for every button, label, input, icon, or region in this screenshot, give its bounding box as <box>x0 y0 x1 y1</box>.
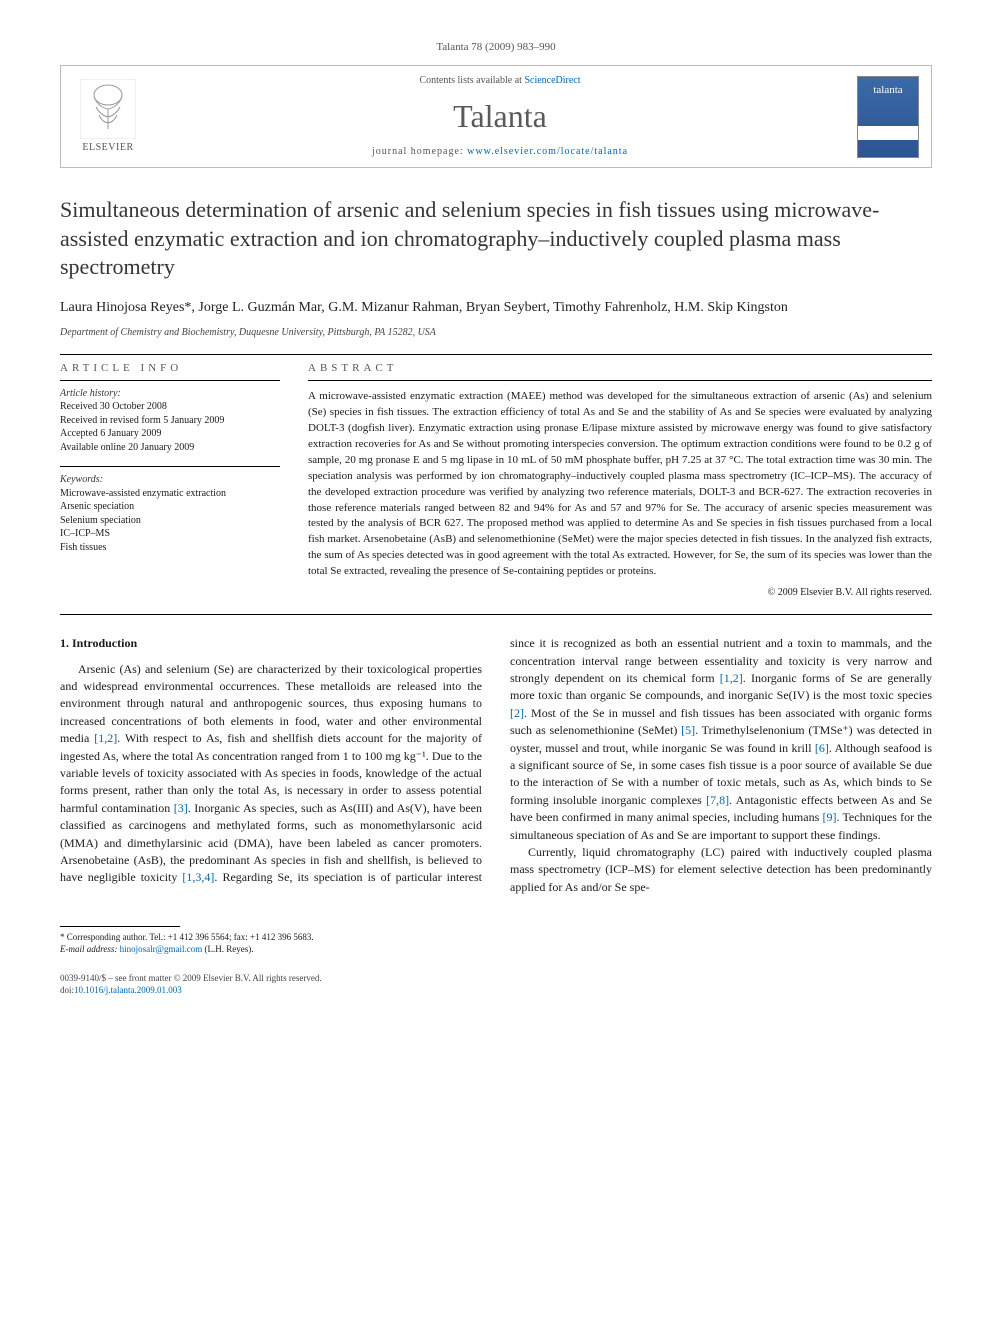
divider <box>60 614 932 615</box>
homepage-line: journal homepage: www.elsevier.com/locat… <box>155 145 845 159</box>
affiliation: Department of Chemistry and Biochemistry… <box>60 326 932 340</box>
citation-ref[interactable]: [7,8] <box>706 793 729 807</box>
citation-ref[interactable]: [5] <box>681 723 695 737</box>
journal-cover-stripe <box>858 126 918 140</box>
doi-label: doi: <box>60 985 74 995</box>
doi-link[interactable]: 10.1016/j.talanta.2009.01.003 <box>74 985 182 995</box>
email-line: E-mail address: hinojosalr@gmail.com (L.… <box>60 943 452 955</box>
article-title: Simultaneous determination of arsenic an… <box>60 196 932 282</box>
journal-name: Talanta <box>155 94 845 139</box>
homepage-prefix: journal homepage: <box>372 146 467 157</box>
article-history-block: Article history: Received 30 October 200… <box>60 387 280 455</box>
masthead: ELSEVIER Contents lists available at Sci… <box>60 65 932 168</box>
email-link[interactable]: hinojosalr@gmail.com <box>120 944 203 954</box>
history-label: Article history: <box>60 387 280 401</box>
journal-cover-thumb: talanta <box>857 76 919 158</box>
divider <box>60 380 280 381</box>
homepage-link[interactable]: www.elsevier.com/locate/talanta <box>467 146 628 157</box>
body-paragraph: Currently, liquid chromatography (LC) pa… <box>510 844 932 896</box>
elsevier-label: ELSEVIER <box>82 141 133 155</box>
running-header: Talanta 78 (2009) 983–990 <box>60 40 932 55</box>
citation-ref[interactable]: [2] <box>510 706 524 720</box>
footnote-divider <box>60 926 180 927</box>
front-matter-line: 0039-9140/$ – see front matter © 2009 El… <box>60 973 932 985</box>
abstract-heading: ABSTRACT <box>308 361 932 376</box>
article-info-column: ARTICLE INFO Article history: Received 3… <box>60 361 280 601</box>
sciencedirect-link[interactable]: ScienceDirect <box>524 75 580 86</box>
keyword: IC–ICP–MS <box>60 527 280 541</box>
corresponding-author: * Corresponding author. Tel.: +1 412 396… <box>60 931 452 943</box>
keyword: Selenium speciation <box>60 514 280 528</box>
citation-ref[interactable]: [6] <box>815 741 829 755</box>
history-received: Received 30 October 2008 <box>60 400 280 414</box>
citation-ref[interactable]: [1,3,4] <box>182 870 214 884</box>
elsevier-logo: ELSEVIER <box>73 77 143 157</box>
history-revised: Received in revised form 5 January 2009 <box>60 414 280 428</box>
abstract-copyright: © 2009 Elsevier B.V. All rights reserved… <box>308 586 932 600</box>
contents-available-line: Contents lists available at ScienceDirec… <box>155 74 845 88</box>
author-list: Laura Hinojosa Reyes*, Jorge L. Guzmán M… <box>60 298 932 318</box>
email-suffix: (L.H. Reyes). <box>202 944 253 954</box>
abstract-column: ABSTRACT A microwave-assisted enzymatic … <box>308 361 932 601</box>
masthead-center: Contents lists available at ScienceDirec… <box>155 74 845 159</box>
history-accepted: Accepted 6 January 2009 <box>60 427 280 441</box>
keyword: Fish tissues <box>60 541 280 555</box>
citation-ref[interactable]: [1,2] <box>720 671 743 685</box>
citation-ref[interactable]: [3] <box>174 801 188 815</box>
journal-cover-title: talanta <box>873 83 902 98</box>
section-heading: 1. Introduction <box>60 635 482 652</box>
citation-ref[interactable]: [1,2] <box>94 731 117 745</box>
keyword: Microwave-assisted enzymatic extraction <box>60 487 280 501</box>
contents-prefix: Contents lists available at <box>419 75 524 86</box>
footer: 0039-9140/$ – see front matter © 2009 El… <box>60 973 932 996</box>
history-online: Available online 20 January 2009 <box>60 441 280 455</box>
footnotes: * Corresponding author. Tel.: +1 412 396… <box>60 920 452 955</box>
keywords-block: Keywords: Microwave-assisted enzymatic e… <box>60 473 280 554</box>
doi-line: doi:10.1016/j.talanta.2009.01.003 <box>60 985 932 997</box>
divider <box>60 466 280 467</box>
email-label: E-mail address: <box>60 944 120 954</box>
body-text: 1. Introduction Arsenic (As) and seleniu… <box>60 635 932 896</box>
elsevier-tree-icon <box>80 79 136 139</box>
citation-ref[interactable]: [9] <box>822 810 836 824</box>
keyword: Arsenic speciation <box>60 500 280 514</box>
article-info-heading: ARTICLE INFO <box>60 361 280 376</box>
divider <box>308 380 932 381</box>
abstract-text: A microwave-assisted enzymatic extractio… <box>308 389 932 580</box>
divider <box>60 354 932 355</box>
info-abstract-row: ARTICLE INFO Article history: Received 3… <box>60 361 932 601</box>
keywords-label: Keywords: <box>60 473 280 487</box>
